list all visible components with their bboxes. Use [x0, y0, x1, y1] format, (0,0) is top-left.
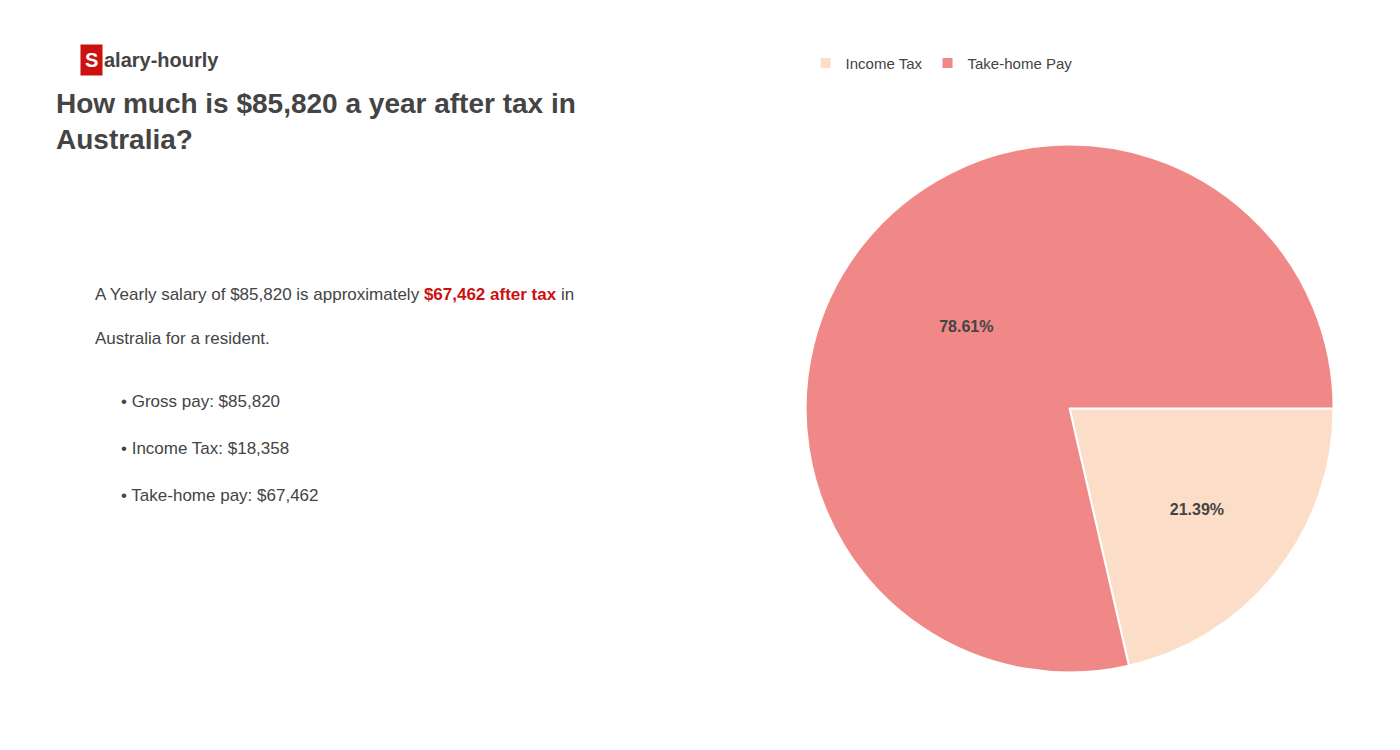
- svg-text:How much is $85,820 a year aft: How much is $85,820 a year after tax inA…: [56, 88, 576, 155]
- svg-text:• Take-home pay: $67,462: • Take-home pay: $67,462: [121, 486, 319, 505]
- svg-text:78.61%: 78.61%: [939, 318, 993, 335]
- svg-text:Take-home Pay: Take-home Pay: [968, 55, 1073, 72]
- svg-text:Australia for a resident.: Australia for a resident.: [95, 329, 270, 348]
- svg-text:alary-hourly: alary-hourly: [104, 49, 219, 71]
- svg-text:• Gross pay: $85,820: • Gross pay: $85,820: [121, 392, 280, 411]
- svg-text:S: S: [85, 49, 98, 71]
- svg-text:A Yearly salary of $85,820 is: A Yearly salary of $85,820 is approximat…: [95, 285, 574, 304]
- svg-text:21.39%: 21.39%: [1170, 501, 1224, 518]
- svg-text:Income Tax: Income Tax: [846, 55, 923, 72]
- svg-text:• Income Tax: $18,358: • Income Tax: $18,358: [121, 439, 289, 458]
